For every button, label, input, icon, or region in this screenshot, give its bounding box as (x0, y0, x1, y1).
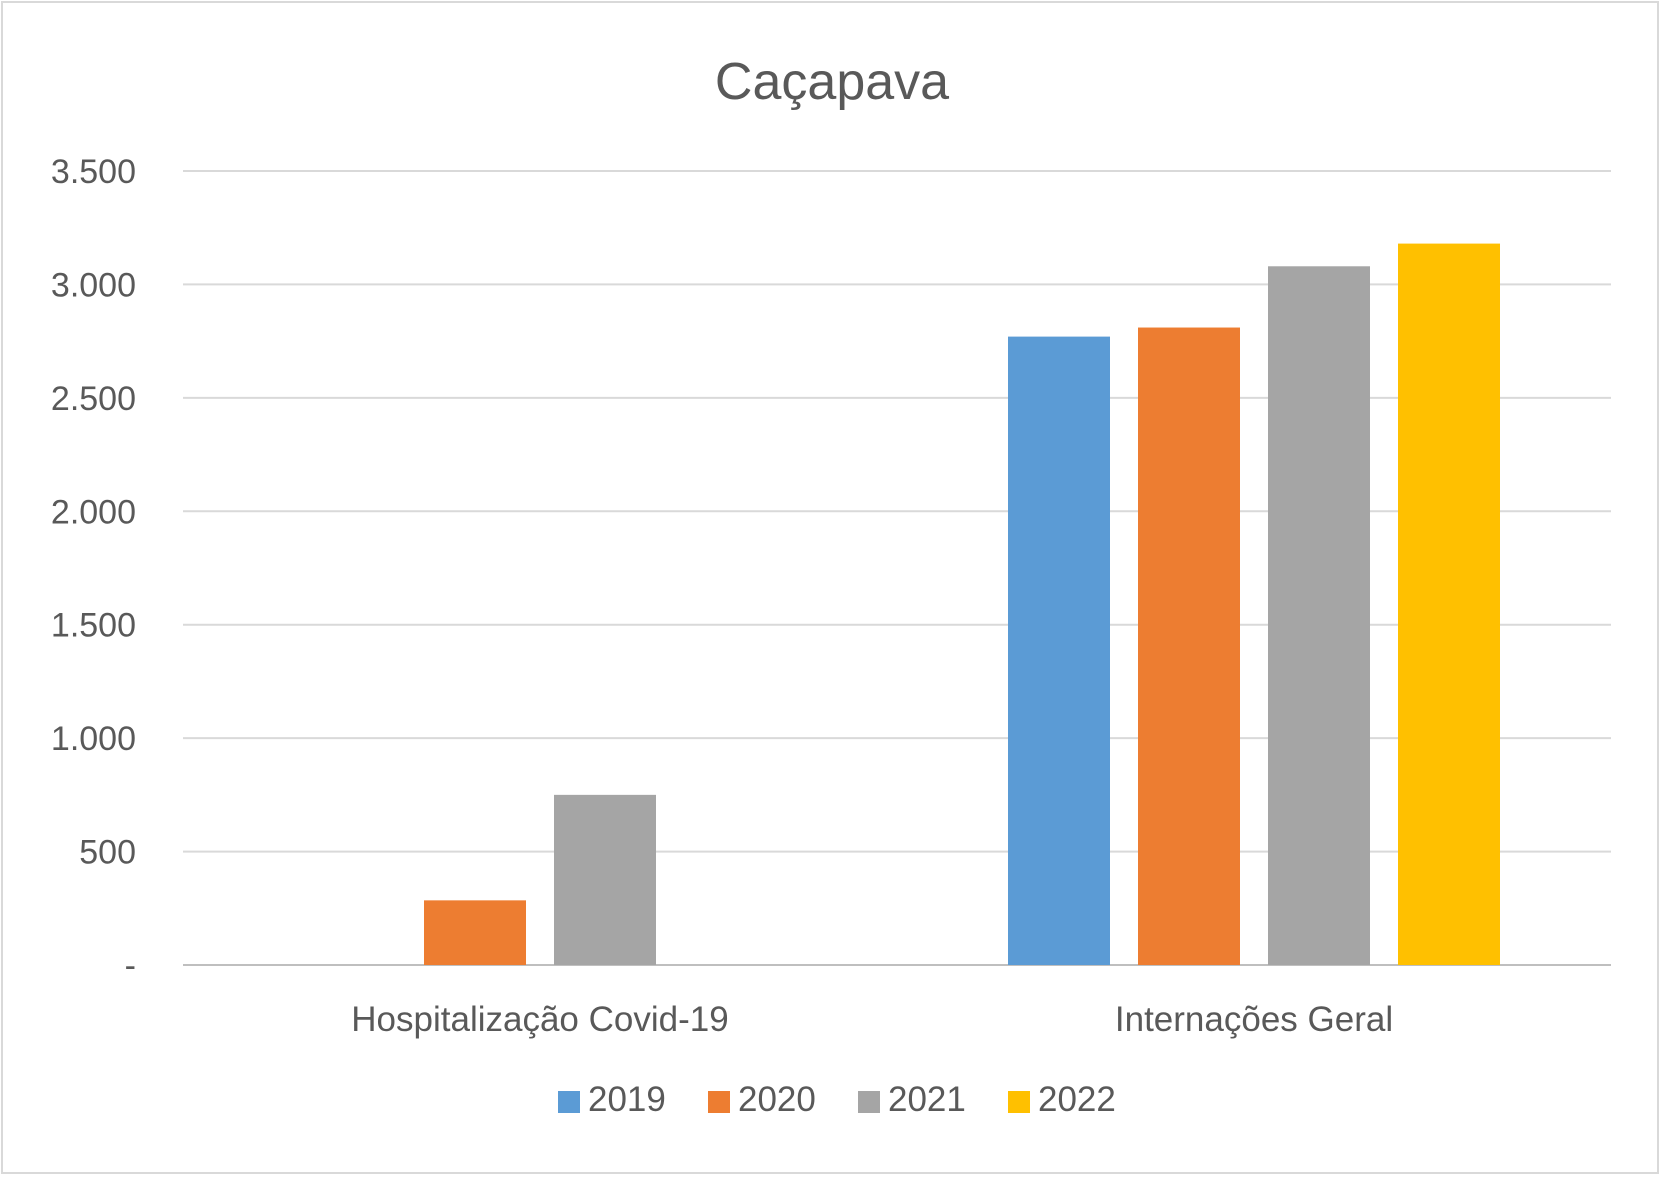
y-axis-tick-labels: - 500 1.000 1.500 2.000 2.500 3.000 3.500 (51, 153, 136, 985)
y-tick-label: 2.000 (51, 493, 136, 531)
legend-swatch-2020 (708, 1091, 730, 1113)
y-tick-label: - (125, 947, 136, 985)
y-tick-label: 500 (79, 834, 136, 872)
y-tick-label: 2.500 (51, 380, 136, 418)
bar-2020 (1138, 327, 1240, 965)
legend-label: 2022 (1038, 1080, 1116, 1119)
bar-2019 (1008, 336, 1110, 965)
legend: 2019 2020 2021 2022 (558, 1080, 1116, 1119)
x-category-label: Hospitalização Covid-19 (351, 1000, 728, 1039)
legend-label: 2020 (738, 1080, 816, 1119)
legend-swatch-2021 (858, 1091, 880, 1113)
gridlines (183, 170, 1611, 966)
bar-2020 (424, 900, 526, 965)
chart-title: Caçapava (715, 53, 949, 111)
bars (424, 243, 1500, 965)
bar-chart: Caçapava - 500 1.000 1.500 2.000 2.500 3.000 3.… (51, 53, 1611, 1119)
y-tick-label: 1.000 (51, 720, 136, 758)
legend-label: 2019 (588, 1080, 666, 1119)
bar-2021 (554, 794, 656, 965)
y-tick-label: 3.500 (51, 153, 136, 191)
legend-swatch-2022 (1008, 1091, 1030, 1113)
bar-2021 (1268, 266, 1370, 965)
y-tick-label: 1.500 (51, 607, 136, 645)
legend-swatch-2019 (558, 1091, 580, 1113)
legend-label: 2021 (888, 1080, 966, 1119)
y-tick-label: 3.000 (51, 266, 136, 304)
bar-2022 (1398, 243, 1500, 965)
x-axis-category-labels: Hospitalização Covid-19 Internações Geral (351, 1000, 1393, 1039)
x-category-label: Internações Geral (1115, 1000, 1393, 1039)
